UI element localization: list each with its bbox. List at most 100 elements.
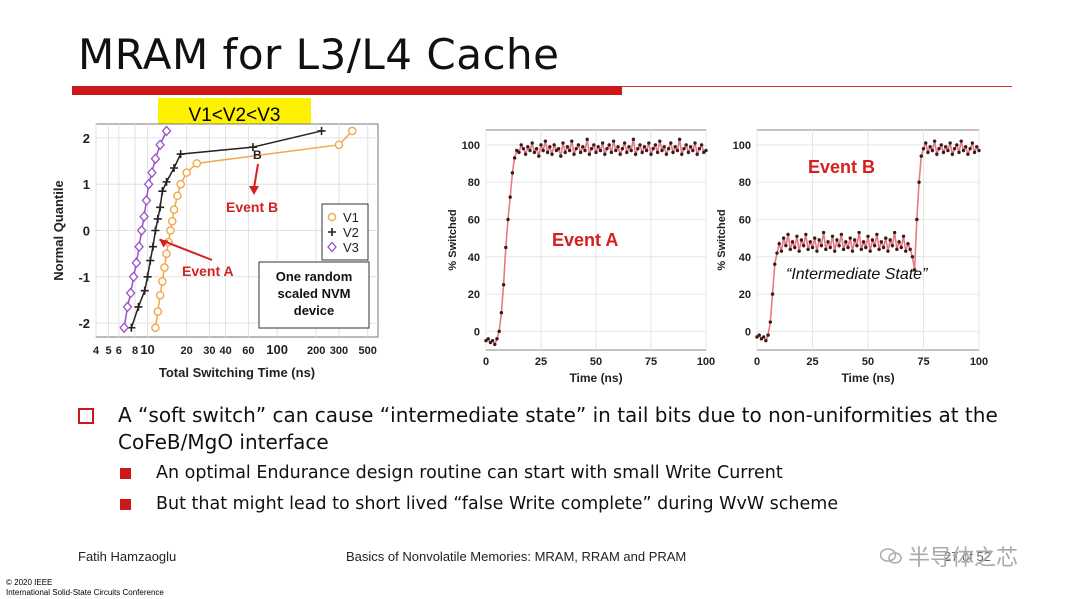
trace-point xyxy=(904,249,908,253)
series-V3-point xyxy=(131,257,142,269)
trace-point xyxy=(761,335,766,339)
trace-point xyxy=(673,145,677,149)
trace-point xyxy=(766,333,770,337)
trace-point xyxy=(682,146,686,151)
note-line: One random xyxy=(276,269,353,284)
trace-point xyxy=(563,150,567,155)
series-V2-point xyxy=(153,214,162,223)
wechat-icon xyxy=(880,548,902,564)
trace-point xyxy=(890,243,895,248)
x-tick-label: 60 xyxy=(242,345,254,357)
trace-point xyxy=(559,154,563,158)
event-b-arrow xyxy=(253,163,259,189)
filled-square-bullet-icon xyxy=(120,499,131,510)
trace-point xyxy=(948,141,952,145)
trace-point xyxy=(697,146,702,151)
trace-point xyxy=(881,245,886,250)
y-tick-label: 1 xyxy=(83,177,90,192)
trace-point xyxy=(779,249,784,253)
trace-point xyxy=(770,292,775,296)
series-V2-point xyxy=(162,177,171,186)
series-V1-point xyxy=(155,291,165,300)
trace-point xyxy=(622,141,627,145)
x-axis-label: Time (ns) xyxy=(569,371,622,385)
trace-point xyxy=(541,148,545,153)
trace-point xyxy=(841,247,846,252)
trace-point xyxy=(879,240,884,244)
trace-point xyxy=(859,247,864,252)
legend-marker-v1 xyxy=(327,212,337,222)
trace-point xyxy=(797,249,801,253)
trace-point xyxy=(552,143,556,147)
event-a-arrowhead xyxy=(159,239,169,248)
note-line: scaled NVM xyxy=(278,286,351,301)
series-V3-point xyxy=(125,287,136,299)
series-V1-point xyxy=(347,126,357,136)
event-a-arrow xyxy=(159,238,213,261)
trace-point xyxy=(592,143,596,147)
trace-point xyxy=(804,232,808,237)
trace-point xyxy=(578,150,583,155)
trace-point xyxy=(587,152,592,156)
x-tick-label: 75 xyxy=(645,356,657,368)
trace-point xyxy=(977,148,981,153)
trace-point xyxy=(510,171,515,175)
trace-point xyxy=(614,148,618,153)
y-tick-label: 20 xyxy=(468,289,480,301)
x-tick-label: 25 xyxy=(535,356,547,368)
trace-point xyxy=(620,146,625,151)
trace-point xyxy=(530,141,534,145)
x-tick-label: 30 xyxy=(203,345,215,357)
series-V1-point xyxy=(192,159,202,168)
trace-point xyxy=(534,146,539,151)
trace-point xyxy=(899,245,903,250)
trace-point xyxy=(528,148,532,153)
footer-page-number: 27 of 52 xyxy=(944,549,991,564)
bullet-main: A “soft switch” can cause “intermediate … xyxy=(78,402,1038,456)
trace-point xyxy=(521,146,526,151)
x-tick-label: 6 xyxy=(116,345,122,357)
trace-point xyxy=(611,139,616,143)
trace-point xyxy=(833,249,837,253)
legend-label: V3 xyxy=(343,240,359,255)
trace-point xyxy=(875,232,879,237)
trace-point xyxy=(499,311,504,315)
trace-point xyxy=(786,232,790,237)
y-tick-label: 80 xyxy=(739,177,751,189)
series-V2-point xyxy=(146,256,155,265)
trace-point xyxy=(975,145,979,149)
trace-point xyxy=(855,243,859,248)
trace-point xyxy=(830,234,835,238)
series-V1-point xyxy=(162,249,171,258)
trace-point xyxy=(704,148,708,153)
trace-point xyxy=(605,146,609,151)
y-tick-label: 0 xyxy=(83,224,90,239)
legend-marker-v2 xyxy=(328,228,336,236)
trace-point xyxy=(764,338,768,343)
trace-point xyxy=(795,234,799,238)
trace-point xyxy=(695,152,699,156)
event-b-label: Event B xyxy=(226,199,278,215)
sub-bullet-2: But that might lead to short lived “fals… xyxy=(78,490,1038,518)
x-tick-label: 100 xyxy=(970,356,988,368)
trace-point xyxy=(653,143,658,147)
trace-point xyxy=(572,152,576,156)
title-underline-thin xyxy=(622,86,1012,87)
trace-point xyxy=(539,143,543,147)
trace-point xyxy=(901,234,906,238)
trace-point xyxy=(600,141,605,145)
trace-point xyxy=(565,145,570,149)
series-V1-point xyxy=(153,307,163,316)
trace-point xyxy=(857,230,861,235)
event-b-chart: 0 25 50 75 100 0 20 40 60 80 100 Time (ns) % Switche… xyxy=(716,129,988,385)
trace-point xyxy=(631,137,636,142)
trace-point xyxy=(886,249,890,253)
trace-point xyxy=(688,145,693,149)
trace-point xyxy=(609,150,614,155)
slide-title: MRAM for L3/L4 Cache xyxy=(78,30,560,79)
trace-point xyxy=(864,245,868,250)
series-V2-point xyxy=(151,226,160,235)
trace-point xyxy=(644,148,649,153)
trace-point xyxy=(790,240,795,244)
